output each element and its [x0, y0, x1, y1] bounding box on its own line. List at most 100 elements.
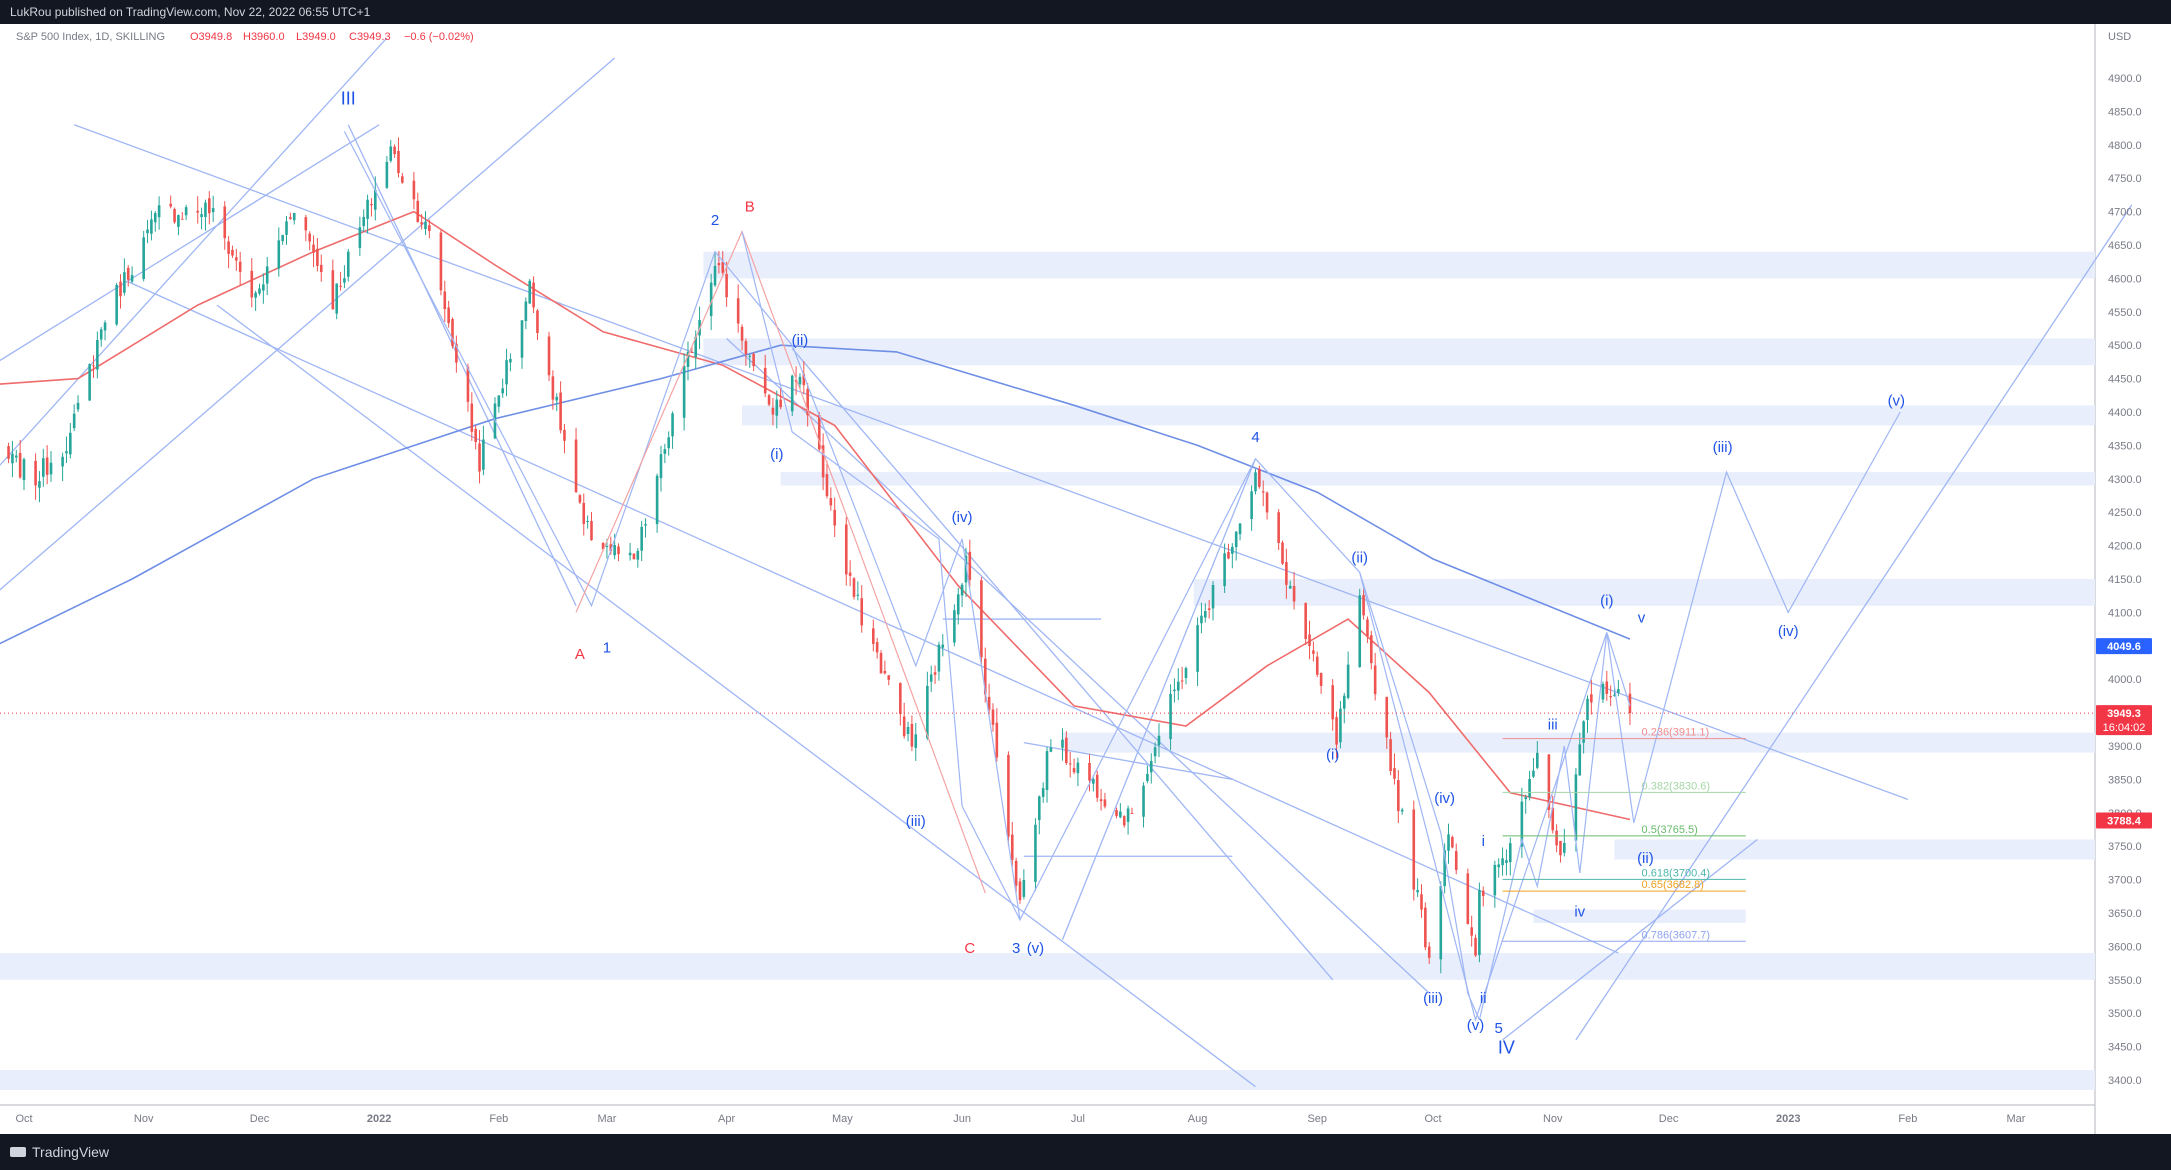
candle-body	[520, 320, 524, 358]
price-tick-label: 4700.0	[2108, 207, 2142, 219]
time-axis[interactable]: Oct Nov Dec 2022 Feb Mar Apr May Jun Jul Aug Sep Oct…	[15, 1113, 2025, 1125]
wave-path	[1478, 632, 1631, 1021]
price-tick-label: 4250.0	[2108, 507, 2142, 519]
candle-body	[987, 696, 991, 710]
candle-body	[667, 437, 670, 449]
candle-body	[38, 481, 41, 488]
zone-rect	[0, 1069, 2095, 1091]
candle-body	[794, 379, 798, 382]
candle-body	[1389, 739, 1392, 772]
candle-body	[1501, 858, 1504, 866]
zone-rect	[703, 251, 2095, 279]
candle-body	[740, 326, 744, 341]
candle-body	[142, 237, 145, 279]
tradingview-logo[interactable]: TradingView	[10, 1144, 109, 1160]
time-tick-label: May	[832, 1113, 853, 1125]
candle-body	[150, 219, 153, 234]
candle-body	[1088, 763, 1091, 781]
price-tags-layer: 4049.6 3949.3 16:04:02 3788.4	[0, 638, 2152, 829]
published-text: LukRou published on TradingView.com, Nov…	[10, 5, 371, 19]
candle-body	[779, 399, 782, 408]
candle-body	[752, 353, 755, 367]
candle-body	[682, 365, 686, 418]
wave-label: i	[1482, 833, 1485, 850]
time-tick-label: Jul	[1071, 1113, 1085, 1125]
candle-body	[1312, 650, 1315, 654]
candle-body	[1524, 797, 1528, 800]
candle-body	[872, 628, 875, 644]
price-tag-countdown: 16:04:02	[2103, 722, 2146, 734]
wave-path	[343, 131, 1901, 1022]
wave-labels-layer: III 1 A 2 B (ii) (i) (iv) (iii) C 3 (v) 4 (ii) (i) (iv)…	[341, 89, 1905, 1058]
candle-body	[617, 546, 620, 555]
candle-body	[370, 204, 373, 206]
candle-body	[22, 459, 26, 481]
price-tick-label: 4200.0	[2108, 541, 2142, 553]
candle-body	[1454, 851, 1458, 871]
wave-label: 4	[1251, 429, 1259, 446]
candle-body	[393, 146, 396, 155]
candle-body	[605, 545, 609, 547]
zone-rect	[0, 953, 2095, 980]
wave-label: 3	[1012, 940, 1020, 957]
candle-body	[1497, 864, 1500, 868]
wave-label: (i)	[1600, 593, 1613, 610]
candle-body	[319, 264, 323, 273]
wave-label: (iii)	[906, 813, 926, 830]
tradingview-logo-icon	[10, 1147, 26, 1157]
price-tick-label: 4450.0	[2108, 374, 2142, 386]
candle-body	[250, 270, 254, 298]
candle-body	[1130, 813, 1134, 815]
candle-body	[980, 580, 983, 658]
published-header: LukRou published on TradingView.com, Nov…	[0, 0, 2171, 24]
candle-body	[474, 428, 477, 443]
candle-body	[1231, 546, 1234, 554]
candle-body	[126, 267, 130, 280]
candle-body	[767, 395, 771, 405]
chart-area[interactable]: 0.236(3911.1) 0.382(3830.6) 0.5(3765.5) 0.6…	[0, 24, 2171, 1134]
wave-label: iv	[1574, 903, 1585, 920]
price-chart[interactable]: 0.236(3911.1) 0.382(3830.6) 0.5(3765.5) 0.6…	[0, 24, 2171, 1134]
candle-body	[1536, 752, 1539, 768]
candle-body	[1169, 693, 1172, 740]
candle-body	[1563, 843, 1566, 853]
candle-body	[1555, 830, 1558, 846]
zone-rect	[1614, 839, 2095, 860]
candle-body	[1335, 717, 1338, 745]
candle-body	[76, 402, 80, 410]
candle-body	[208, 198, 211, 214]
candle-body	[582, 502, 586, 524]
candle-body	[96, 339, 99, 370]
candle-body	[1447, 834, 1450, 851]
candle-body	[292, 212, 296, 221]
candle-body	[1474, 937, 1477, 956]
candle-body	[644, 524, 647, 526]
candle-body	[385, 161, 389, 188]
candle-body	[1609, 696, 1612, 698]
candle-body	[1547, 754, 1551, 810]
candle-body	[995, 722, 999, 758]
candle-body	[1315, 656, 1319, 675]
price-tag	[2096, 638, 2152, 655]
wave-label: C	[964, 940, 975, 957]
candle-body	[1370, 635, 1373, 664]
currency-label: USD	[2108, 31, 2131, 43]
candle-body	[49, 462, 53, 475]
price-tick-label: 3400.0	[2108, 1075, 2142, 1087]
candle-body	[1157, 735, 1161, 746]
candle-body	[632, 553, 636, 560]
candle-body	[173, 209, 176, 223]
candle-body	[99, 329, 103, 340]
candle-body	[497, 395, 501, 407]
candle-body	[933, 672, 937, 675]
candle-body	[1223, 553, 1226, 587]
candle-body	[524, 301, 528, 322]
candle-body	[1420, 894, 1423, 910]
candle-body	[308, 233, 311, 242]
candle-body	[18, 453, 22, 478]
candle-body	[941, 644, 945, 648]
wave-label: (v)	[1888, 392, 1906, 409]
candle-body	[663, 449, 667, 454]
moving-average-line	[0, 344, 1631, 645]
time-tick-label: Apr	[718, 1113, 735, 1125]
